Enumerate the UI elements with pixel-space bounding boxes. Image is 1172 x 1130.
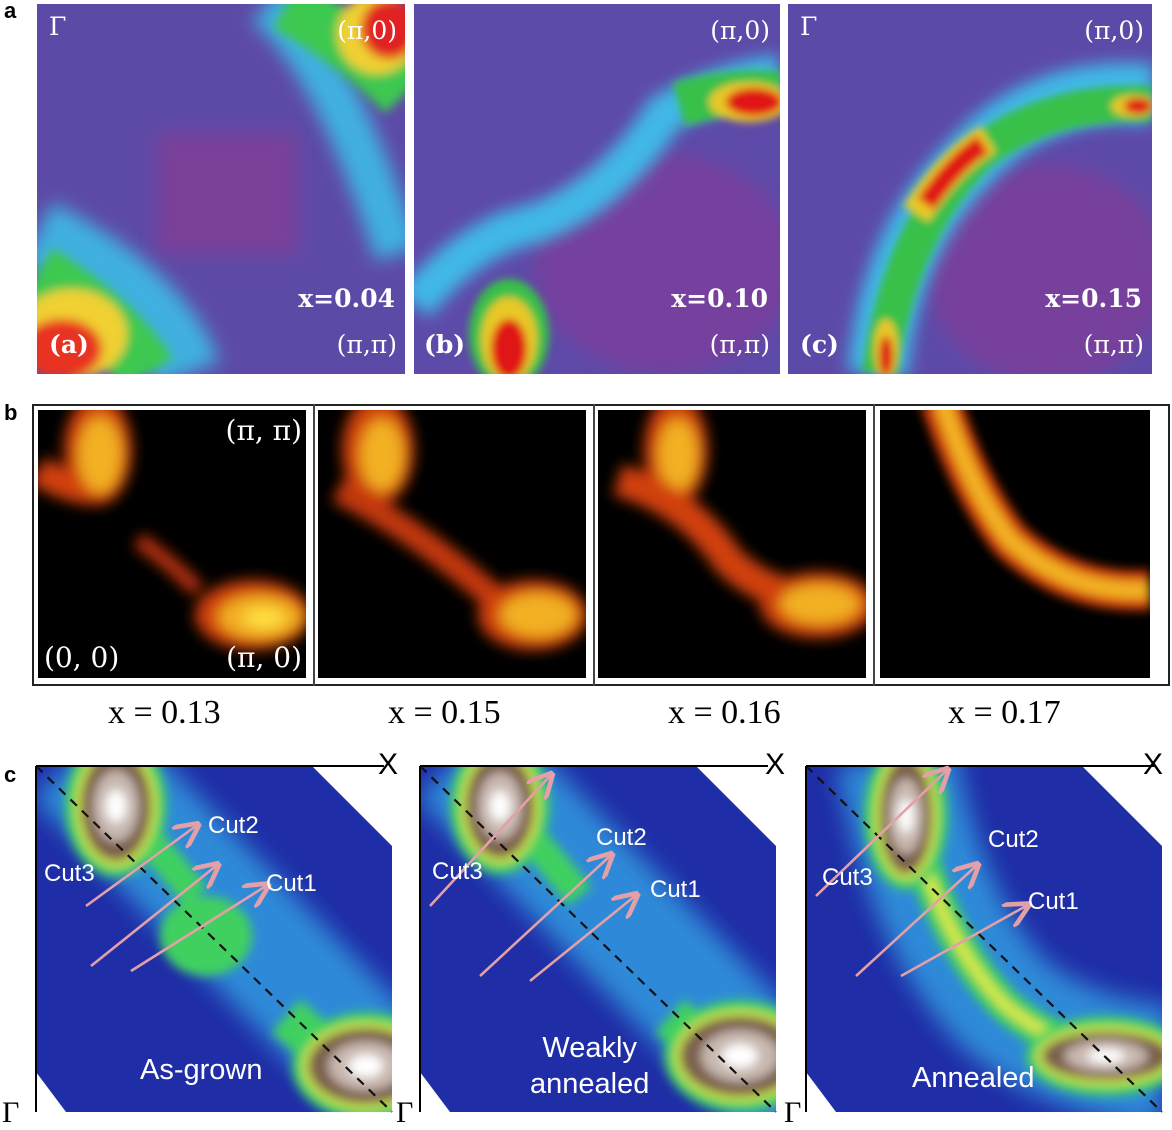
fermi-map-a2: (π,0) x=0.10 (π,π) (b) [414, 4, 780, 374]
panel-label-a: a [4, 0, 17, 23]
fermi-map-c1 [35, 765, 393, 1113]
cut3-label-c2: Cut3 [432, 858, 483, 885]
corner-label-top-right: (π, π) [225, 414, 302, 447]
doping-label: x=0.10 [671, 284, 768, 313]
fermi-map-c3 [805, 766, 1163, 1113]
cut1-label-c3: Cut1 [1028, 888, 1079, 915]
gamma-label-c3: Γ [784, 1096, 802, 1129]
panel-label-b: b [4, 400, 18, 425]
cut-arrow [429, 776, 550, 907]
corner-label-bottom: (π,π) [336, 330, 397, 359]
corner-label-bottom: (π,π) [709, 330, 770, 359]
row-b-frame [32, 404, 1170, 686]
subpanel-tag: (b) [424, 330, 466, 359]
corner-label-bottom-left: (0, 0) [44, 641, 120, 674]
cut-arrow [479, 856, 610, 977]
arpes-map-b4 [880, 410, 1150, 678]
state-label-annealed: Annealed [912, 1062, 1035, 1094]
doping-label-b3: x = 0.16 [668, 694, 781, 731]
arpes-map-b1: (π, π) (0, 0) (π, 0) [38, 410, 306, 678]
cut3-label-c3: Cut3 [822, 864, 873, 891]
cut-arrow [815, 771, 946, 897]
cut2-label-c1: Cut2 [208, 812, 259, 839]
subpanel-tag: (a) [49, 330, 89, 359]
fermi-map-a3: Γ (π,0) x=0.15 (π,π) (c) [788, 4, 1152, 374]
divider [313, 404, 315, 686]
arpes-map-b2 [318, 410, 586, 678]
gamma-label-c2: Γ [396, 1096, 414, 1129]
corner-label-bottom: (π,π) [1083, 330, 1144, 359]
cut2-label-c3: Cut2 [988, 826, 1039, 853]
cut-arrow [90, 866, 216, 968]
doping-label: x=0.04 [298, 284, 395, 313]
doping-label-b2: x = 0.15 [388, 694, 501, 731]
corner-label-top: (π,0) [337, 16, 397, 45]
doping-label-b1: x = 0.13 [108, 694, 221, 731]
cut-arrow [529, 896, 635, 983]
panel-label-c: c [4, 762, 17, 787]
cut-arrow [900, 906, 1026, 978]
arpes-map-b3 [598, 410, 866, 678]
cut2-label-c2: Cut2 [596, 824, 647, 851]
state-label-weakly-annealed: Weakly annealed [530, 1032, 650, 1100]
subpanel-tag: (c) [800, 330, 839, 359]
x-label-c3: X [1143, 748, 1164, 781]
corner-label-bottom-right: (π, 0) [226, 641, 302, 674]
x-label-c1: X [378, 748, 399, 781]
fermi-map-a1: Γ (π,0) x=0.04 (π,π) (a) [37, 4, 405, 374]
corner-label-top: (π,0) [1084, 16, 1144, 45]
divider [593, 404, 595, 686]
cut3-label-c1: Cut3 [44, 860, 95, 887]
cut1-label-c1: Cut1 [266, 870, 317, 897]
gamma-label-c1: Γ [2, 1096, 20, 1129]
x-label-c2: X [765, 748, 786, 781]
cut-arrow [85, 826, 196, 908]
corner-label-top: (π,0) [710, 16, 770, 45]
cut1-label-c2: Cut1 [650, 876, 701, 903]
doping-label: x=0.15 [1045, 284, 1142, 313]
cut-arrow [130, 886, 266, 973]
fermi-map-c2 [419, 765, 777, 1113]
cut-arrow [855, 866, 976, 977]
gamma-label: Γ [800, 12, 818, 41]
divider [873, 404, 875, 686]
state-label-as-grown: As-grown [140, 1054, 263, 1086]
gamma-label: Γ [49, 12, 67, 41]
doping-label-b4: x = 0.17 [948, 694, 1061, 731]
